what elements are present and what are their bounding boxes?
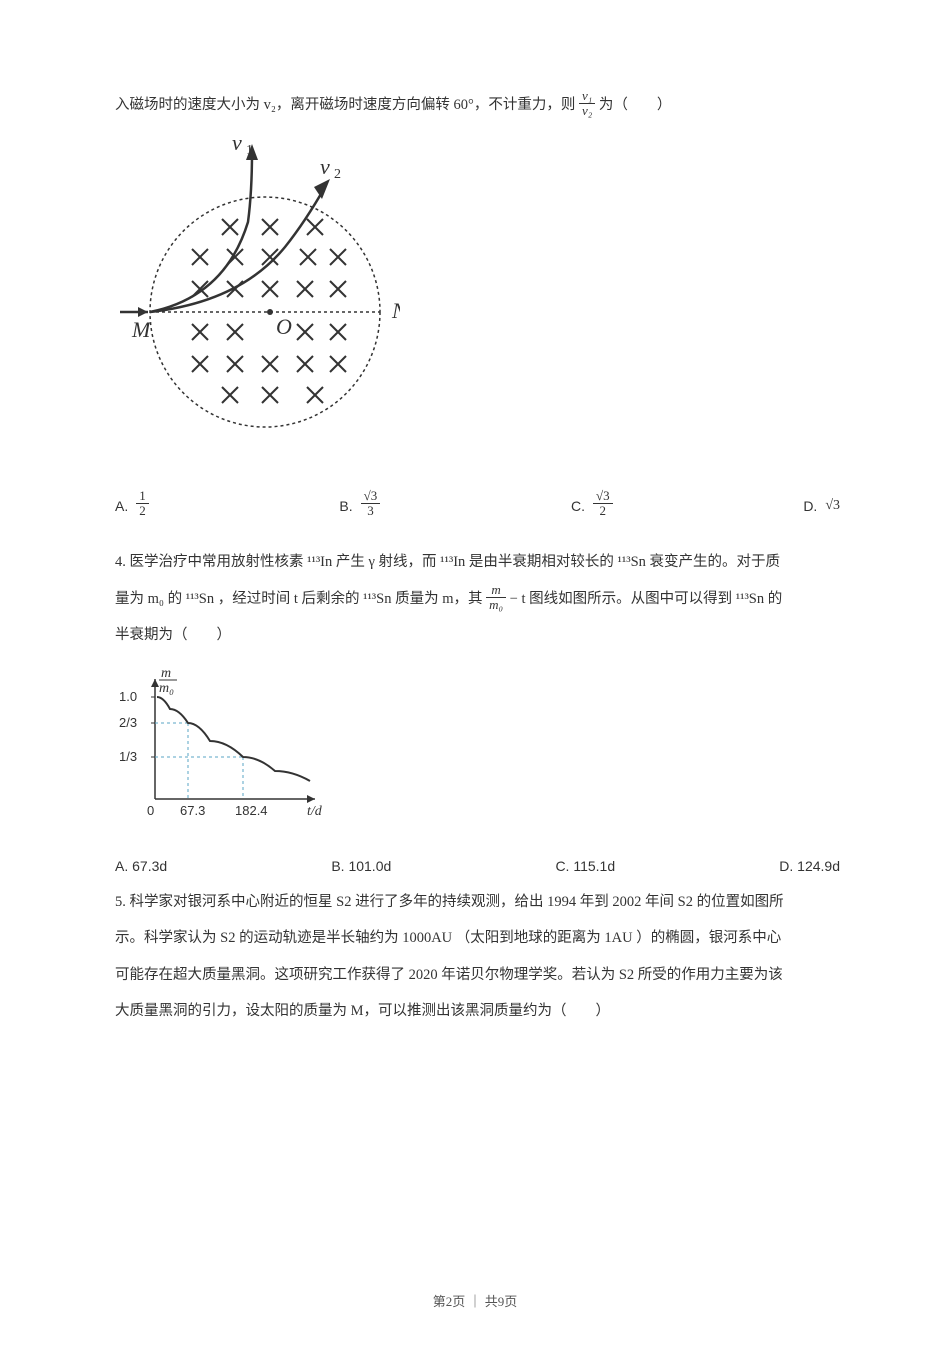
svg-text:v: v (320, 154, 330, 179)
q4-options: A. 67.3d B. 101.0d C. 115.1d D. 124.9d (115, 854, 840, 884)
page-footer: 第2页 ｜ 共9页 (0, 1291, 950, 1310)
svg-text:m: m (161, 666, 171, 681)
frag-after: 为（ ） (599, 97, 672, 113)
svg-text:0: 0 (147, 803, 154, 818)
frag-before: 入磁场时的速度大小为 v₂，离开磁场时速度方向偏转 60°，不计重力，则 (115, 97, 579, 113)
q5-line3: 可能存在超大质量黑洞。这项研究工作获得了 2020 年诺贝尔物理学奖。若认为 S… (115, 957, 840, 993)
fragment-line: 入磁场时的速度大小为 v₂，离开磁场时速度方向偏转 60°，不计重力，则 v₁ … (115, 90, 840, 122)
svg-text:M: M (131, 317, 152, 342)
svg-text:2/3: 2/3 (119, 715, 137, 730)
q4-text-line2: 量为 m₀ 的 ¹¹³Sn ，经过时间 t 后剩余的 ¹¹³Sn 质量为 m，其… (115, 581, 840, 617)
q3-options: A. 1 2 B. √3 3 C. √3 2 D. √3 (115, 477, 840, 545)
figure-magnetic-field: MNOv1v2 (120, 132, 840, 467)
svg-text:v: v (232, 132, 242, 155)
option-a: A. 1 2 (115, 491, 149, 521)
svg-text:2: 2 (334, 167, 341, 182)
q4-option-b: B. 101.0d (331, 858, 391, 874)
fig2-svg: mm₀ t/d 1.0 2/3 1/3 0 67.3 182.4 (115, 659, 345, 829)
svg-text:m₀: m₀ (159, 681, 174, 696)
frac-m-m0: m m₀ (486, 583, 506, 613)
svg-text:O: O (276, 314, 292, 339)
option-d: D. √3 (803, 498, 840, 514)
q4-option-a: A. 67.3d (115, 858, 167, 874)
q5-line1: 5. 科学家对银河系中心附近的恒星 S2 进行了多年的持续观测，给出 1994 … (115, 884, 840, 920)
frac-v1-v2: v₁ v₂ (579, 89, 595, 119)
option-c: C. √3 2 (571, 491, 613, 521)
q5-line2: 示。科学家认为 S2 的运动轨迹是半长轴约为 1000AU （太阳到地球的距离为… (115, 920, 840, 956)
q4-option-d: D. 124.9d (779, 858, 840, 874)
svg-text:t/d: t/d (307, 804, 323, 819)
q4-text: 4. 医学治疗中常用放射性核素 ¹¹³In 产生 γ 射线，而 ¹¹³In 是由… (115, 544, 840, 580)
fig1-svg: MNOv1v2 (120, 132, 400, 462)
svg-text:67.3: 67.3 (180, 803, 205, 818)
q4-text-line3: 半衰期为（ ） (115, 617, 840, 653)
svg-text:N: N (391, 298, 400, 323)
figure-decay-graph: mm₀ t/d 1.0 2/3 1/3 0 67.3 182.4 (115, 659, 840, 834)
svg-text:182.4: 182.4 (235, 803, 268, 818)
svg-text:1: 1 (246, 143, 253, 158)
svg-text:1.0: 1.0 (119, 689, 137, 704)
option-b: B. √3 3 (339, 491, 380, 521)
q5-line4: 大质量黑洞的引力，设太阳的质量为 M，可以推测出该黑洞质量约为（ ） (115, 993, 840, 1029)
q4-option-c: C. 115.1d (555, 858, 615, 874)
svg-text:1/3: 1/3 (119, 749, 137, 764)
